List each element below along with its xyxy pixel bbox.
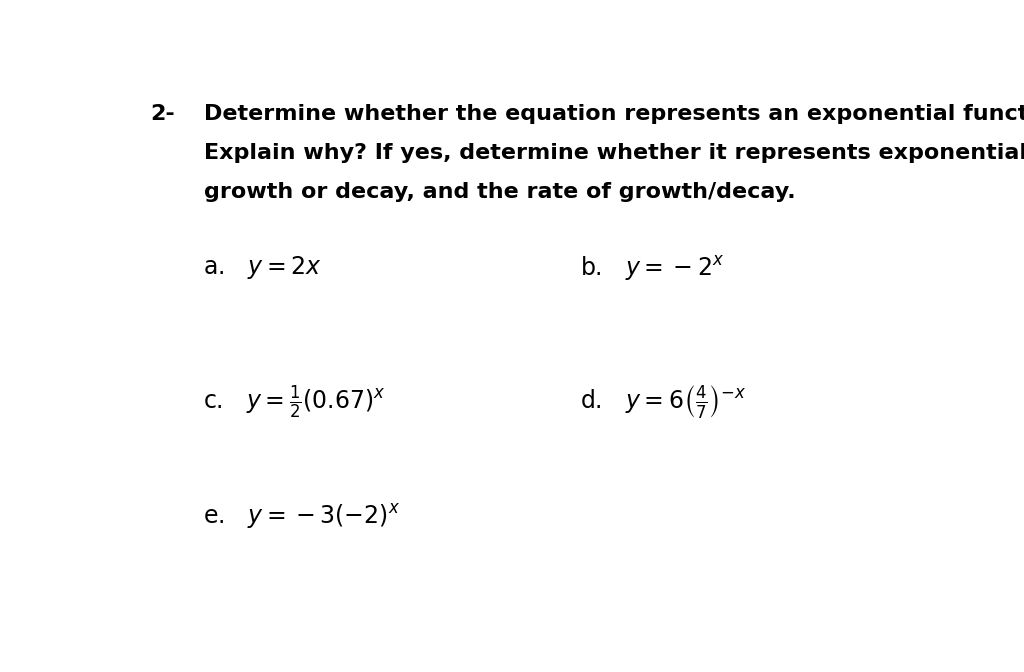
Text: growth or decay, and the rate of growth/decay.: growth or decay, and the rate of growth/… [204, 181, 796, 202]
Text: e.   $y = -3(-2)^x$: e. $y = -3(-2)^x$ [204, 503, 400, 532]
Text: Determine whether the equation represents an exponential function.: Determine whether the equation represent… [204, 104, 1024, 124]
Text: 2-: 2- [151, 104, 175, 124]
Text: a.   $y = 2x$: a. $y = 2x$ [204, 254, 323, 281]
Text: d.   $y = 6\left(\frac{4}{7}\right)^{-x}$: d. $y = 6\left(\frac{4}{7}\right)^{-x}$ [581, 383, 746, 421]
Text: b.   $y = -2^x$: b. $y = -2^x$ [581, 254, 725, 283]
Text: c.   $y = \frac{1}{2}(0.67)^x$: c. $y = \frac{1}{2}(0.67)^x$ [204, 383, 386, 421]
Text: Explain why? If yes, determine whether it represents exponential: Explain why? If yes, determine whether i… [204, 142, 1024, 163]
